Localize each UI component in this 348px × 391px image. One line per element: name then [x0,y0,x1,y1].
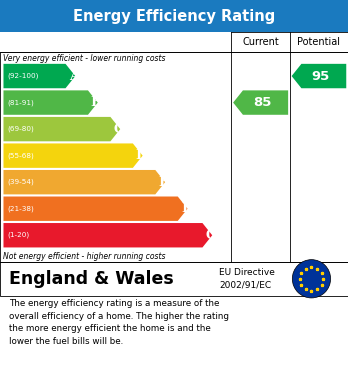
Text: A: A [69,70,79,83]
Text: EU Directive
2002/91/EC: EU Directive 2002/91/EC [219,268,275,289]
Ellipse shape [292,260,331,298]
Text: (39-54): (39-54) [8,179,34,185]
Text: 95: 95 [311,70,330,83]
Polygon shape [3,170,165,194]
Polygon shape [3,117,120,141]
Polygon shape [3,64,75,88]
Text: Current: Current [242,37,279,47]
Polygon shape [3,223,212,248]
Bar [0,32,348,52]
Text: The energy efficiency rating is a measure of the
overall efficiency of a home. T: The energy efficiency rating is a measur… [9,299,229,346]
Text: C: C [113,123,124,136]
Polygon shape [3,197,188,221]
Text: (55-68): (55-68) [8,152,34,159]
Bar [0,0,348,32]
Text: (81-91): (81-91) [8,99,34,106]
Text: B: B [91,96,102,109]
Text: D: D [135,149,147,162]
Text: Very energy efficient - lower running costs: Very energy efficient - lower running co… [3,54,166,63]
Text: Potential: Potential [298,37,340,47]
Text: G: G [205,229,216,242]
Bar [0,296,348,391]
Bar [0,52,348,262]
Text: Not energy efficient - higher running costs: Not energy efficient - higher running co… [3,251,166,261]
Text: Energy Efficiency Rating: Energy Efficiency Rating [73,9,275,23]
Text: (21-38): (21-38) [8,205,34,212]
Polygon shape [233,90,288,115]
Bar [0,262,348,296]
Text: E: E [159,176,169,189]
Text: F: F [181,202,191,215]
Polygon shape [3,143,143,168]
Text: (1-20): (1-20) [8,232,30,239]
Text: England & Wales: England & Wales [9,270,173,288]
Text: (69-80): (69-80) [8,126,34,133]
Polygon shape [292,64,346,88]
Polygon shape [3,90,98,115]
Text: (92-100): (92-100) [8,73,39,79]
Text: 85: 85 [253,96,271,109]
